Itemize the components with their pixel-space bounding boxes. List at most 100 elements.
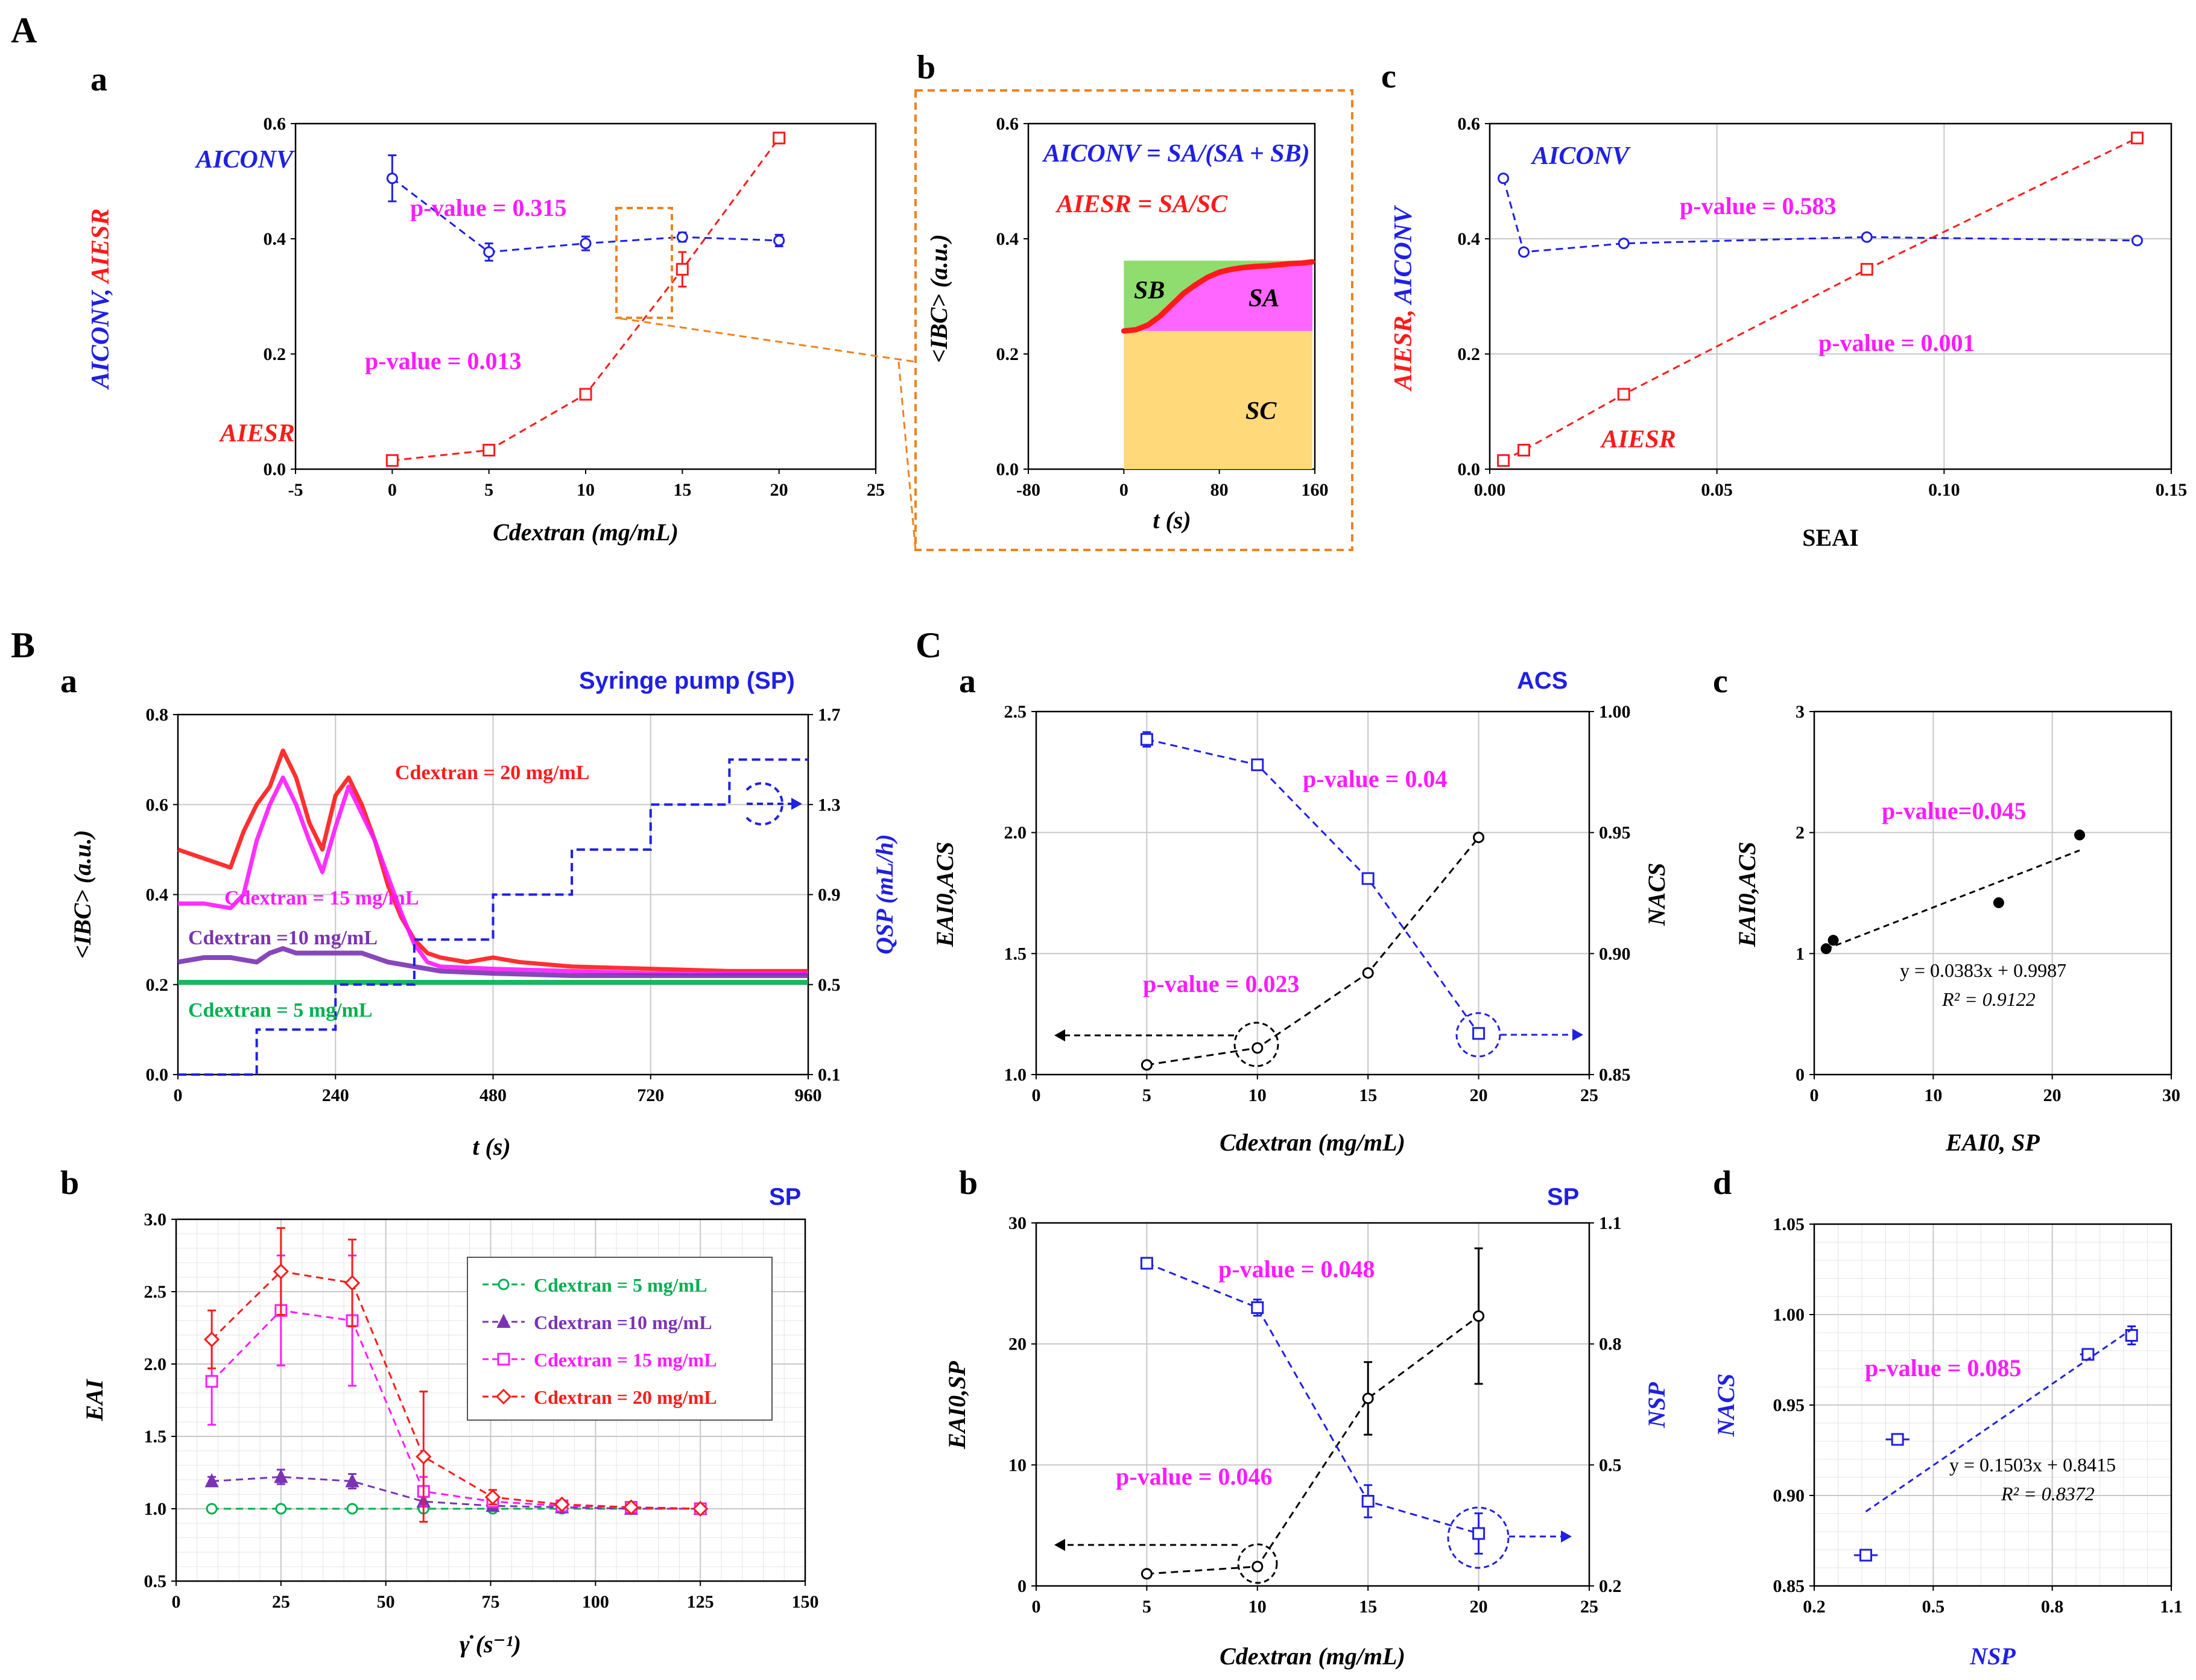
chart-Cc: 0 10 20 30 0 1 2 3 EAI0,ACS EAI0, SP bbox=[1733, 702, 2180, 1156]
y-tick-label: 0 bbox=[1796, 1065, 1805, 1085]
x-tick-label: 75 bbox=[482, 1592, 500, 1612]
y-tick-label: 0.0 bbox=[264, 459, 286, 479]
data-point bbox=[484, 1489, 501, 1505]
cc-pvalue: p-value=0.045 bbox=[1882, 797, 2026, 824]
y-tick-label: 0.6 bbox=[264, 114, 286, 134]
aa-pvalue-conv: p-value = 0.315 bbox=[410, 194, 566, 221]
data-point bbox=[773, 235, 785, 247]
y-tick-label: 1.0 bbox=[144, 1499, 167, 1519]
x-tick-label: 0.05 bbox=[1701, 480, 1733, 500]
data-point bbox=[1251, 1561, 1264, 1573]
bb-header: SP bbox=[769, 1184, 801, 1210]
bb-legend-marker bbox=[497, 1353, 510, 1366]
data-point bbox=[1859, 1549, 1873, 1562]
panel-Cb: b bbox=[959, 1164, 978, 1202]
cd-equation: y = 0.1503x + 0.8415 bbox=[1949, 1454, 2116, 1476]
x-tick-label: 0 bbox=[388, 480, 397, 500]
section-A: A bbox=[11, 10, 37, 50]
cb-pvalue-n: p-value = 0.048 bbox=[1218, 1255, 1375, 1283]
x-tick-label: 0 bbox=[174, 1085, 183, 1105]
cb-circle-eai bbox=[1237, 1543, 1278, 1584]
trendline bbox=[1865, 1328, 2133, 1512]
ac-aiconv-label: AICONV bbox=[1530, 142, 1631, 170]
data-point bbox=[1140, 733, 1153, 746]
x-tick-label: 0 bbox=[1032, 1597, 1041, 1617]
y-tick-label: 0.4 bbox=[146, 885, 169, 905]
y-tick-label: 0.2 bbox=[146, 975, 169, 995]
data-point bbox=[554, 1496, 570, 1512]
data-point bbox=[203, 1331, 220, 1348]
ca-circle-eai bbox=[1233, 1022, 1279, 1067]
series-line-1 bbox=[212, 1476, 701, 1510]
data-point bbox=[205, 1375, 218, 1388]
series-line-1 bbox=[1502, 137, 2138, 462]
y-tick-label: 2 bbox=[1796, 823, 1805, 843]
plot-frame bbox=[1035, 710, 1590, 1076]
data-point bbox=[1473, 832, 1485, 844]
y2-tick-label: 0.90 bbox=[1599, 944, 1631, 964]
ab-x-title: t (s) bbox=[1153, 507, 1191, 534]
x-tick-label: 25 bbox=[1580, 1085, 1598, 1105]
data-point bbox=[1617, 388, 1630, 401]
x-tick-label: 0 bbox=[172, 1592, 181, 1612]
y-tick-label: 2.0 bbox=[1004, 823, 1027, 843]
data-point bbox=[1891, 1433, 1904, 1446]
cc-x-title: EAI0, SP bbox=[1945, 1129, 2040, 1156]
x-tick-label: 0.5 bbox=[1922, 1597, 1945, 1617]
data-point bbox=[2081, 1348, 2095, 1361]
plot-frame bbox=[294, 122, 877, 470]
chart-Ac: 0.00 0.05 0.10 0.15 0.0 0.2 0.4 0.6 AIESR, AICON… bbox=[1390, 114, 2187, 551]
x-tick-label: 20 bbox=[1470, 1597, 1488, 1617]
data-point bbox=[1993, 897, 2004, 909]
x-tick-label: 25 bbox=[1580, 1597, 1598, 1617]
y2-tick-label: 0.9 bbox=[818, 885, 841, 905]
ac-x-title: SEAI bbox=[1802, 524, 1858, 551]
data-point bbox=[1141, 1059, 1153, 1071]
y-tick-label: 0.0 bbox=[996, 459, 1019, 479]
x-tick-label: 10 bbox=[577, 480, 595, 500]
ba-label-c20: Cdextran = 20 mg/mL bbox=[395, 762, 590, 784]
y2-tick-label: 0.1 bbox=[818, 1065, 841, 1085]
x-tick-label: 5 bbox=[1142, 1597, 1151, 1617]
x-tick-label: 125 bbox=[687, 1592, 714, 1612]
data-point bbox=[579, 388, 592, 401]
data-point bbox=[1860, 263, 1873, 276]
bb-legend-label: Cdextran = 15 mg/mL bbox=[534, 1349, 717, 1371]
x-tick-label: 0.10 bbox=[1928, 480, 1960, 500]
ac-pvalue-conv: p-value = 0.583 bbox=[1680, 192, 1836, 219]
x-tick-label: 720 bbox=[637, 1085, 664, 1105]
y2-tick-label: 0.5 bbox=[818, 975, 841, 995]
y2-tick-label: 1.1 bbox=[1599, 1213, 1622, 1233]
cd-pvalue: p-value = 0.085 bbox=[1865, 1354, 2021, 1382]
ca-y2-title: NACS bbox=[1643, 863, 1670, 927]
x-tick-label: 80 bbox=[1210, 480, 1229, 500]
ca-pvalue-n: p-value = 0.04 bbox=[1303, 765, 1447, 792]
chart-Cd: 0.2 0.5 0.8 1.1 0.85 0.90 0.95 1.00 1.05 NACS NSP bbox=[1712, 1214, 2183, 1670]
data-point bbox=[1827, 935, 1839, 946]
ba-label-c5: Cdextran = 5 mg/mL bbox=[188, 999, 373, 1022]
series-step-qsp bbox=[178, 758, 808, 1076]
y-tick-label: 0.4 bbox=[996, 229, 1019, 249]
data-point bbox=[483, 246, 495, 258]
aa-y-title: AICONV, AIESR bbox=[87, 209, 115, 391]
ab-label-sc: SC bbox=[1245, 397, 1277, 425]
ac-y-title-esr: AIESR, bbox=[1390, 304, 1417, 392]
y-tick-label: 1 bbox=[1796, 944, 1805, 964]
series-line-0 bbox=[1147, 1315, 1479, 1575]
zoom-connector-top bbox=[619, 317, 916, 363]
x-tick-label: 480 bbox=[479, 1085, 507, 1105]
ab-label-sb: SB bbox=[1134, 277, 1165, 305]
x-tick-label: 1.1 bbox=[2160, 1597, 2183, 1617]
y-tick-label: 1.00 bbox=[1773, 1305, 1805, 1325]
y-tick-label: 2.0 bbox=[144, 1354, 167, 1374]
y-tick-label: 2.5 bbox=[1004, 702, 1027, 722]
data-point bbox=[1251, 758, 1264, 771]
x-tick-label: 100 bbox=[582, 1592, 609, 1612]
data-point bbox=[692, 1500, 709, 1517]
panel-Cd: d bbox=[1713, 1164, 1732, 1202]
data-point bbox=[2131, 131, 2144, 145]
data-point bbox=[206, 1503, 218, 1515]
cc-equation: y = 0.0383x + 0.9987 bbox=[1900, 959, 2066, 981]
ab-y-title: <IBC> (a.u.) bbox=[925, 234, 952, 362]
